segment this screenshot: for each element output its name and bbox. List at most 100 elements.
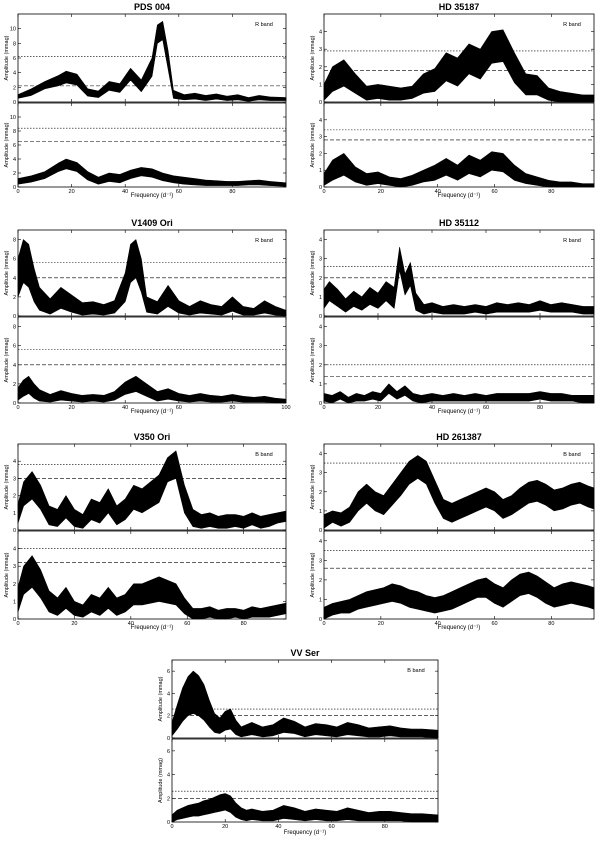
chart-title: PDS 004 — [134, 2, 170, 12]
x-tick-label: 80 — [229, 405, 235, 411]
y-tick-label: 2 — [13, 171, 16, 177]
y-tick-label: 4 — [13, 363, 16, 369]
x-tick-label: 20 — [69, 405, 75, 411]
x-tick-label: 40 — [429, 405, 435, 411]
y-axis-label: Amplitude (mmag) — [158, 758, 164, 803]
plot-frame — [171, 738, 439, 823]
plot-frame — [171, 659, 439, 739]
plot-frame — [323, 316, 595, 404]
x-axis-label: Frequency (d⁻¹) — [438, 193, 481, 199]
y-tick-label: 3 — [13, 564, 16, 570]
x-tick-label: 60 — [329, 824, 335, 830]
amplitude-envelope — [171, 793, 439, 823]
y-tick-label: 4 — [319, 30, 322, 36]
plot-frame — [323, 229, 595, 317]
amplitude-envelope — [17, 555, 287, 620]
y-tick-label: 0 — [13, 185, 16, 191]
y-tick-label: 2 — [167, 796, 170, 802]
y-tick-label: 0 — [13, 100, 16, 106]
band-label: B band — [563, 452, 580, 458]
y-axis-label: Amplitude (mmag) — [310, 122, 316, 167]
y-tick-label: 3 — [319, 558, 322, 564]
y-tick-label: 4 — [167, 691, 170, 697]
y-axis-label: Amplitude (mmag) — [4, 552, 10, 597]
y-tick-label: 8 — [13, 325, 16, 331]
amplitude-envelope — [323, 383, 595, 404]
y-tick-label: 4 — [13, 157, 16, 163]
chart-title: V350 Ori — [134, 432, 171, 442]
y-tick-label: 4 — [319, 539, 322, 545]
x-tick-label: 20 — [222, 824, 228, 830]
amplitude-envelope — [17, 158, 287, 187]
band-label: B band — [407, 668, 424, 674]
y-tick-label: 0 — [13, 314, 16, 320]
x-tick-label: 80 — [241, 621, 247, 627]
amplitude-envelope — [17, 375, 287, 404]
y-tick-label: 4 — [319, 118, 322, 124]
y-axis-label: Amplitude (mmag) — [4, 250, 10, 295]
x-axis-label: Frequency (d⁻¹) — [131, 193, 174, 199]
y-tick-label: 2 — [319, 151, 322, 157]
x-tick-label: 20 — [378, 621, 384, 627]
x-tick-label: 20 — [375, 405, 381, 411]
y-tick-label: 3 — [319, 257, 322, 263]
y-tick-label: 0 — [319, 617, 322, 623]
plot-frame — [17, 229, 287, 317]
plot-frame — [323, 102, 595, 188]
amplitude-envelope — [17, 450, 287, 529]
y-tick-label: 2 — [319, 65, 322, 71]
x-tick-label: 80 — [548, 621, 554, 627]
amplitude-envelope — [323, 29, 595, 103]
x-tick-label: 60 — [184, 621, 190, 627]
x-tick-label: 40 — [122, 405, 128, 411]
chart-title: VV Ser — [290, 648, 320, 658]
y-axis-label: Amplitude (mmag) — [4, 35, 10, 80]
y-tick-label: 3 — [13, 476, 16, 482]
x-tick-label: 0 — [16, 621, 19, 627]
y-tick-label: 4 — [13, 459, 16, 465]
amplitude-envelope — [323, 246, 595, 315]
x-axis-label: Frequency (d⁻¹) — [131, 625, 174, 631]
y-tick-label: 3 — [319, 135, 322, 141]
y-axis-label: Amplitude (mmag) — [4, 122, 10, 167]
plot-frame — [323, 443, 595, 531]
x-tick-label: 100 — [281, 405, 290, 411]
x-tick-label: 0 — [322, 189, 325, 195]
y-tick-label: 6 — [13, 56, 16, 62]
y-tick-label: 6 — [167, 749, 170, 755]
x-tick-label: 80 — [537, 405, 543, 411]
y-axis-label: Amplitude (mmag) — [310, 464, 316, 509]
y-tick-label: 2 — [13, 582, 16, 588]
y-tick-label: 8 — [13, 129, 16, 135]
x-tick-label: 0 — [16, 405, 19, 411]
x-tick-label: 80 — [382, 824, 388, 830]
y-tick-label: 3 — [319, 47, 322, 53]
y-tick-label: 8 — [13, 238, 16, 244]
amplitude-envelope — [323, 455, 595, 529]
y-axis-label: Amplitude (mmag) — [310, 337, 316, 382]
band-label: B band — [255, 452, 272, 458]
y-tick-label: 1 — [319, 597, 322, 603]
y-tick-label: 2 — [13, 85, 16, 91]
y-tick-label: 6 — [13, 344, 16, 350]
y-tick-label: 4 — [319, 325, 322, 331]
x-axis-label: Frequency (d⁻¹) — [131, 409, 174, 415]
y-tick-label: 3 — [319, 344, 322, 350]
y-tick-label: 0 — [13, 528, 16, 534]
